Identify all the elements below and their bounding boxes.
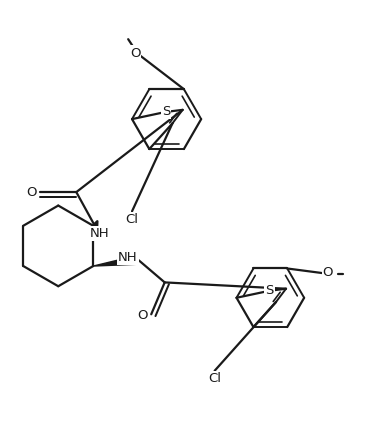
Text: NH: NH (118, 251, 138, 264)
Text: S: S (162, 106, 170, 118)
Text: Cl: Cl (125, 213, 139, 226)
Text: O: O (26, 186, 37, 198)
Polygon shape (93, 256, 137, 266)
Text: O: O (130, 46, 140, 60)
Text: O: O (137, 309, 148, 322)
Text: Cl: Cl (208, 372, 221, 385)
Text: S: S (265, 284, 274, 297)
Text: O: O (323, 266, 333, 279)
Text: NH: NH (89, 227, 109, 240)
